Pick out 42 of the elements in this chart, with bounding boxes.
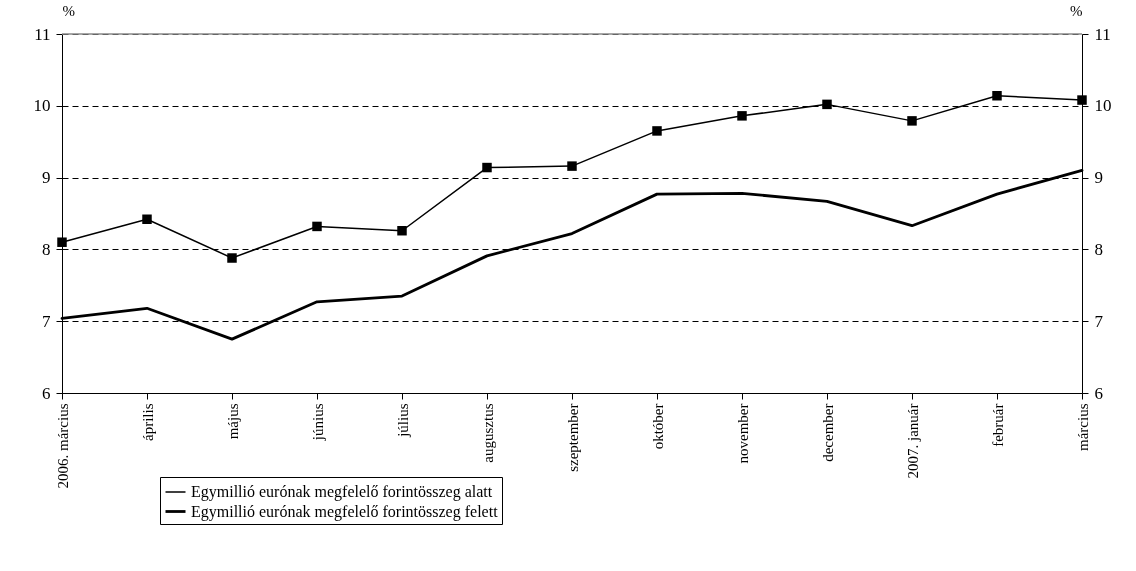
x-tick-label: március — [1074, 403, 1091, 451]
y-tick-label: 11 — [34, 24, 51, 44]
x-tick-label: április — [139, 403, 156, 441]
point — [142, 214, 152, 224]
point — [397, 225, 407, 236]
point — [737, 111, 747, 121]
y2-axis-title: % — [1070, 2, 1083, 19]
x-tick-label: október — [649, 403, 666, 450]
point — [227, 253, 237, 263]
point — [567, 161, 577, 171]
x-tick-label: február — [989, 403, 1006, 447]
x-tick-label: 2007. január — [904, 403, 921, 479]
legend-label: Egymillió eurónak megfelelő forintösszeg felett — [191, 502, 499, 521]
x-tick-label: július — [394, 403, 411, 438]
point — [1077, 95, 1087, 105]
y2-tick-label: 10 — [1094, 96, 1112, 116]
point — [652, 126, 662, 136]
y-tick-label: 10 — [33, 96, 51, 116]
point — [482, 162, 492, 173]
y-axis-title: % — [62, 2, 75, 19]
y-tick-label: 8 — [42, 239, 51, 259]
x-tick-label: június — [309, 403, 326, 442]
x-tick-label: november — [734, 403, 751, 464]
x-tick-label: szeptember — [564, 403, 581, 472]
point — [907, 116, 917, 126]
x-tick-label: december — [819, 403, 836, 462]
y-tick-label: 9 — [42, 168, 51, 188]
x-tick-label: május — [224, 403, 241, 440]
x-tick-label: augusztus — [479, 403, 496, 463]
y2-tick-label: 7 — [1094, 311, 1104, 331]
y2-tick-label: 11 — [1094, 24, 1111, 44]
y2-tick-label: 9 — [1094, 168, 1103, 188]
y-tick-label: 6 — [42, 383, 51, 403]
y2-tick-label: 8 — [1094, 239, 1103, 259]
point — [992, 91, 1002, 101]
legend-label: Egymillió eurónak megfelelő forintösszeg alatt — [191, 483, 493, 501]
y2-tick-label: 6 — [1094, 383, 1103, 403]
point — [57, 237, 67, 247]
y-tick-label: 7 — [42, 311, 51, 331]
point — [312, 221, 322, 232]
point — [822, 99, 832, 110]
x-tick-label: 2006. március — [54, 403, 71, 489]
